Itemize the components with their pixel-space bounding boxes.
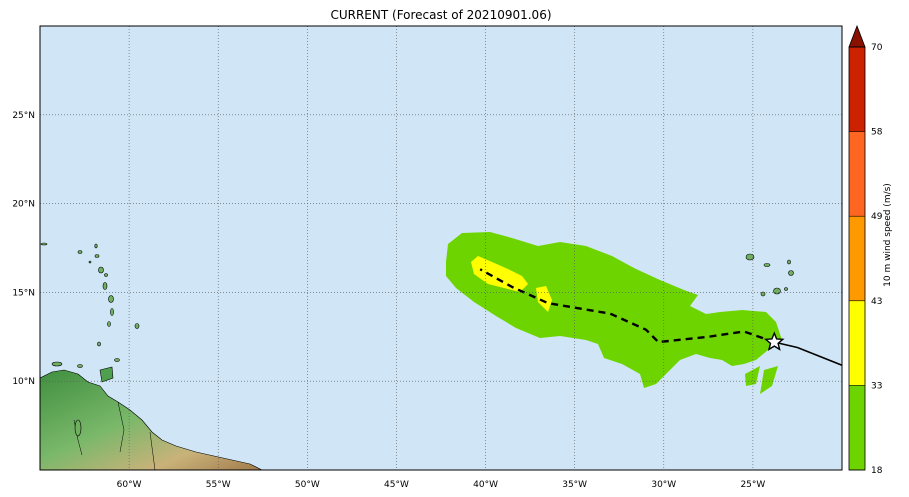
wind-swath-island-patch: [745, 366, 778, 394]
lon-tick-label: 40°W: [473, 480, 498, 490]
lon-tick-label: 60°W: [117, 480, 142, 490]
colorbar-segment: [849, 216, 865, 301]
colorbar-segment: [849, 47, 865, 132]
current-position-star-icon: [763, 331, 785, 351]
map-title: CURRENT (Forecast of 20210901.06): [330, 8, 552, 22]
lon-tick-label: 35°W: [562, 480, 587, 490]
lat-tick-label: 15°N: [12, 288, 35, 298]
longitude-labels: 60°W 55°W 50°W 45°W 40°W 35°W 30°W 25°W: [117, 480, 766, 490]
colorbar-label: 10 m wind speed (m/s): [883, 183, 893, 287]
storm-track-past: [774, 341, 842, 366]
wind-swath-33-43: [471, 256, 552, 312]
trinidad-island: [99, 366, 114, 383]
cape-verde-islands: [745, 253, 794, 297]
south-america-land: [40, 369, 263, 470]
lon-tick-label: 45°W: [384, 480, 409, 490]
lat-tick-label: 10°N: [12, 377, 35, 387]
colorbar-level-label: 33: [871, 381, 882, 391]
ocean-background: [40, 26, 842, 470]
graticule: [40, 26, 842, 470]
lesser-antilles: [40, 242, 140, 437]
colorbar-segment: [849, 300, 865, 386]
map-frame: [39, 25, 843, 471]
storm-track-forecast: [479, 268, 775, 344]
wind-swath: [446, 232, 782, 394]
colorbar-extend-triangle: [848, 24, 866, 48]
colorbar-level-label: 70: [871, 43, 883, 53]
colorbar-level-label: 58: [871, 128, 883, 138]
colorbar-level-label: 49: [871, 212, 883, 222]
colorbar-segment: [849, 131, 865, 217]
lon-tick-label: 25°W: [740, 480, 765, 490]
latitude-labels: 10°N 15°N 20°N 25°N: [12, 111, 35, 387]
colorbar: 18 33 43 49 58 70: [848, 24, 883, 476]
lon-tick-label: 55°W: [206, 480, 231, 490]
lon-tick-label: 50°W: [295, 480, 320, 490]
colorbar-level-label: 43: [871, 297, 882, 307]
lat-tick-label: 20°N: [12, 200, 35, 210]
colorbar-level-label: 18: [871, 466, 883, 476]
lat-tick-label: 25°N: [12, 111, 35, 121]
wind-swath-18-33: [446, 232, 782, 388]
colorbar-segment: [849, 385, 865, 470]
lon-tick-label: 30°W: [651, 480, 676, 490]
